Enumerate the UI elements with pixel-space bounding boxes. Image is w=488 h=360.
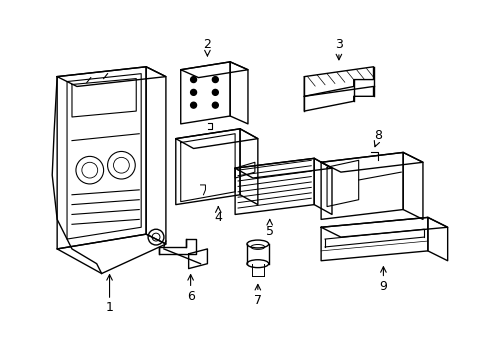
Text: 8: 8 — [374, 129, 382, 142]
Text: 2: 2 — [203, 38, 211, 51]
Circle shape — [190, 89, 196, 95]
Circle shape — [190, 77, 196, 82]
Text: 7: 7 — [253, 294, 261, 307]
Circle shape — [212, 89, 218, 95]
Text: 3: 3 — [334, 38, 342, 51]
Text: 6: 6 — [186, 290, 194, 303]
Text: 4: 4 — [214, 211, 222, 224]
Text: 1: 1 — [105, 301, 113, 315]
Circle shape — [212, 102, 218, 108]
Circle shape — [212, 77, 218, 82]
Text: 5: 5 — [265, 225, 273, 238]
Text: 9: 9 — [379, 280, 386, 293]
Circle shape — [190, 102, 196, 108]
